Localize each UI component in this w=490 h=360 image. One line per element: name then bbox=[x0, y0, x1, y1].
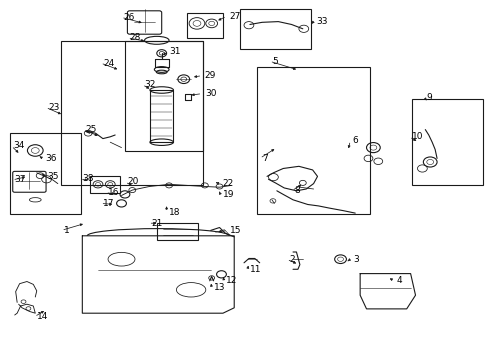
Text: 17: 17 bbox=[103, 199, 114, 208]
Text: 6: 6 bbox=[353, 136, 359, 145]
Text: 37: 37 bbox=[15, 175, 26, 184]
Bar bbox=[257, 67, 370, 214]
Text: 23: 23 bbox=[48, 103, 59, 112]
Text: 13: 13 bbox=[214, 284, 225, 292]
Text: 3: 3 bbox=[353, 255, 359, 264]
Bar bbox=[187, 13, 223, 38]
Text: 14: 14 bbox=[37, 312, 48, 321]
Text: 9: 9 bbox=[426, 93, 432, 102]
Text: 22: 22 bbox=[222, 179, 233, 188]
Text: 2: 2 bbox=[289, 255, 294, 264]
Bar bbox=[61, 41, 203, 185]
Text: 7: 7 bbox=[262, 154, 268, 163]
Text: 30: 30 bbox=[205, 89, 216, 98]
Bar bbox=[240, 9, 311, 49]
Text: 16: 16 bbox=[108, 188, 119, 197]
Text: 27: 27 bbox=[229, 12, 241, 21]
Text: 5: 5 bbox=[272, 57, 278, 66]
Text: 10: 10 bbox=[412, 132, 423, 141]
Text: 32: 32 bbox=[145, 80, 156, 89]
Bar bbox=[90, 176, 120, 193]
Text: 28: 28 bbox=[130, 33, 141, 42]
Text: 15: 15 bbox=[230, 226, 242, 235]
Text: 33: 33 bbox=[316, 17, 327, 26]
Text: 31: 31 bbox=[169, 47, 180, 56]
Text: 12: 12 bbox=[226, 276, 238, 285]
Text: 4: 4 bbox=[397, 276, 402, 285]
Text: 29: 29 bbox=[205, 71, 216, 80]
Bar bbox=[412, 99, 483, 185]
Text: 18: 18 bbox=[169, 208, 180, 217]
Text: 25: 25 bbox=[86, 125, 97, 134]
Text: 11: 11 bbox=[250, 266, 261, 274]
Text: 21: 21 bbox=[151, 219, 162, 228]
Text: 35: 35 bbox=[48, 172, 59, 181]
Text: 8: 8 bbox=[294, 186, 300, 195]
Text: 19: 19 bbox=[223, 190, 234, 199]
Text: 1: 1 bbox=[64, 226, 70, 235]
Bar bbox=[125, 41, 203, 151]
Text: 36: 36 bbox=[45, 154, 56, 163]
Text: 26: 26 bbox=[123, 13, 135, 22]
Text: 20: 20 bbox=[127, 177, 139, 186]
Bar bbox=[10, 133, 81, 214]
Text: 24: 24 bbox=[103, 58, 114, 68]
Text: 34: 34 bbox=[14, 141, 25, 150]
Bar bbox=[157, 223, 198, 240]
Text: 38: 38 bbox=[82, 174, 94, 183]
